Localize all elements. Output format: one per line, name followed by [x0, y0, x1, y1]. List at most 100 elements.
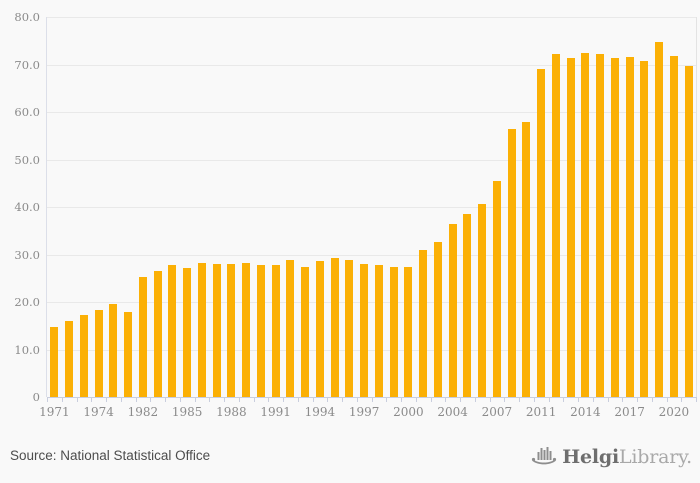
bar: [551, 54, 560, 397]
x-axis-tick: [135, 397, 137, 402]
x-axis-tick-label: 2020: [658, 405, 690, 419]
x-axis-tick: [253, 397, 255, 402]
bar: [581, 52, 590, 397]
x-axis-tick-label: 2014: [570, 405, 601, 419]
bar: [537, 69, 546, 397]
plot-area: 1971 1974 1982 1985 1988 1991 1994 1997 2000 2004…: [39, 17, 697, 419]
bar: [168, 265, 177, 397]
x-axis-tick: [592, 397, 594, 402]
x-axis-tick-label: 2017: [614, 405, 645, 419]
gridline: [47, 302, 696, 303]
bar: [463, 214, 472, 397]
brand-text-library: Library.: [619, 446, 692, 468]
y-axis-tick-label: 30.0: [14, 247, 40, 262]
x-axis-tick: [342, 397, 343, 402]
bar: [65, 321, 74, 397]
bar: [315, 261, 324, 397]
y-axis-tick-label: 60.0: [14, 105, 40, 119]
x-axis-tick: [651, 397, 653, 402]
x-axis-tick: [430, 397, 432, 402]
x-axis-tick: [91, 397, 93, 402]
gridline: [47, 254, 696, 256]
x-axis-tick-label: 1974: [83, 405, 114, 419]
x-axis-tick: [327, 397, 329, 402]
bar: [669, 56, 678, 397]
x-axis-tick: [489, 397, 491, 402]
x-axis-tick: [681, 397, 683, 402]
x-axis-tick: [106, 397, 107, 402]
x-axis-tick: [622, 397, 624, 402]
bar: [183, 267, 192, 397]
bar: [389, 266, 398, 397]
bar: [345, 260, 354, 397]
x-axis-tick: [533, 397, 535, 402]
x-axis-tick: [563, 397, 565, 402]
x-axis-tick: [194, 397, 196, 402]
x-axis-tick: [637, 397, 638, 402]
x-axis-tick: [371, 397, 373, 402]
x-axis-tick-label: 2007: [481, 405, 513, 419]
x-axis-tick-label: 1997: [348, 405, 380, 419]
brand-text-helgi: Helgi: [562, 446, 619, 468]
x-axis-tick: [312, 397, 314, 402]
x-axis-tick: [61, 397, 63, 402]
gridline: [47, 159, 696, 161]
brand-logo[interactable]: HelgiLibrary.: [531, 443, 692, 471]
bar: [242, 262, 251, 397]
y-axis-tick-label: 0: [32, 390, 40, 404]
y-axis-tick-label: 70.0: [14, 57, 40, 72]
bar: [478, 204, 487, 397]
x-axis-tick-label: 1982: [127, 405, 159, 419]
bar: [330, 257, 339, 397]
x-axis-tick: [150, 397, 152, 402]
x-axis-tick: [504, 397, 506, 402]
x-axis-tick-label: 1991: [260, 405, 291, 419]
x-axis-tick: [386, 397, 388, 402]
x-axis-tick: [76, 397, 78, 402]
bar: [50, 327, 59, 397]
x-axis-tick: [401, 397, 402, 402]
gridline: [47, 349, 696, 351]
bar: [419, 250, 428, 397]
gridline: [47, 17, 696, 18]
x-axis-tick: [519, 397, 520, 402]
bar: [79, 315, 88, 397]
bar: [109, 304, 118, 397]
x-axis-tick-label: 1994: [304, 405, 336, 419]
bar: [227, 263, 236, 397]
x-axis-tick: [445, 397, 447, 402]
x-axis-tick-label: 1971: [39, 405, 70, 419]
x-axis-tick: [474, 397, 476, 402]
brand-text: HelgiLibrary.: [562, 446, 692, 468]
x-axis-tick: [297, 397, 299, 402]
y-axis-tick-label: 20.0: [14, 295, 40, 309]
bar: [640, 60, 649, 397]
x-axis-tick-label: 2000: [393, 405, 424, 419]
source-text: Source: National Statistical Office: [10, 448, 211, 463]
x-axis-tick: [268, 397, 270, 402]
x-axis-tick: [548, 397, 550, 402]
bar: [124, 311, 133, 397]
x-axis-tick: [696, 397, 697, 402]
bar: [684, 66, 693, 397]
bar: [492, 181, 501, 397]
y-axis-tick-label: 80.0: [14, 10, 40, 24]
x-axis-tick: [578, 397, 579, 402]
x-axis-tick-label: 2011: [525, 405, 557, 419]
x-axis-tick: [607, 397, 609, 402]
y-axis-labels: 80.0 70.0 60.0 50.0 40.0 30.0 20.0 10.0 0: [0, 10, 40, 404]
x-axis-tick: [47, 397, 48, 402]
bar: [655, 42, 664, 397]
y-axis-tick-label: 50.0: [14, 152, 40, 167]
bar: [433, 241, 442, 397]
bar: [522, 121, 531, 397]
bar: [610, 57, 619, 397]
bar: [374, 265, 383, 397]
x-axis-tick-label: 1985: [171, 405, 203, 419]
chart-footer: Source: National Statistical Office: [0, 433, 700, 483]
x-axis-tick: [283, 397, 284, 402]
bar: [448, 224, 457, 397]
gridline: [47, 64, 696, 66]
bar: [212, 263, 221, 397]
